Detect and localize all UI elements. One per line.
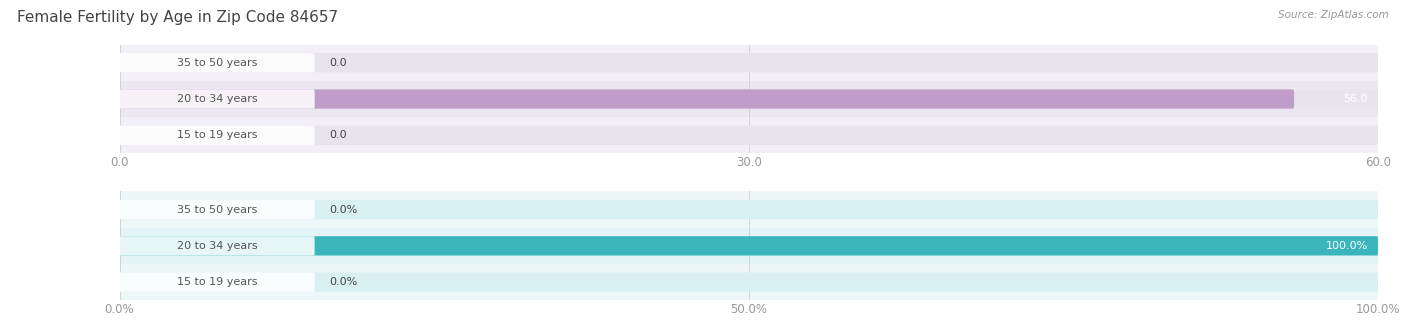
FancyBboxPatch shape — [120, 236, 315, 255]
FancyBboxPatch shape — [120, 126, 1378, 145]
Text: 56.0: 56.0 — [1343, 94, 1368, 104]
FancyBboxPatch shape — [120, 273, 1378, 292]
FancyBboxPatch shape — [120, 200, 315, 219]
FancyBboxPatch shape — [120, 126, 315, 145]
Bar — [120, 117, 1378, 153]
FancyBboxPatch shape — [120, 273, 315, 292]
Text: 35 to 50 years: 35 to 50 years — [177, 58, 257, 68]
Text: Source: ZipAtlas.com: Source: ZipAtlas.com — [1278, 10, 1389, 20]
Text: 15 to 19 years: 15 to 19 years — [177, 277, 257, 287]
Text: 0.0%: 0.0% — [329, 277, 359, 287]
Bar — [120, 228, 1378, 264]
FancyBboxPatch shape — [120, 89, 1294, 109]
Text: 0.0%: 0.0% — [329, 205, 359, 214]
Text: 100.0%: 100.0% — [1326, 241, 1368, 251]
FancyBboxPatch shape — [120, 236, 1378, 255]
FancyBboxPatch shape — [120, 53, 1378, 72]
Bar — [120, 45, 1378, 81]
Text: 15 to 19 years: 15 to 19 years — [177, 130, 257, 140]
FancyBboxPatch shape — [120, 89, 1378, 109]
Bar — [120, 81, 1378, 117]
FancyBboxPatch shape — [120, 53, 315, 72]
FancyBboxPatch shape — [120, 200, 1378, 219]
Text: 20 to 34 years: 20 to 34 years — [177, 94, 257, 104]
FancyBboxPatch shape — [120, 236, 1378, 255]
Text: Female Fertility by Age in Zip Code 84657: Female Fertility by Age in Zip Code 8465… — [17, 10, 337, 25]
FancyBboxPatch shape — [120, 89, 315, 109]
Text: 20 to 34 years: 20 to 34 years — [177, 241, 257, 251]
Text: 35 to 50 years: 35 to 50 years — [177, 205, 257, 214]
Text: 0.0: 0.0 — [329, 58, 347, 68]
Text: 0.0: 0.0 — [329, 130, 347, 140]
Bar — [120, 264, 1378, 300]
Bar — [120, 191, 1378, 228]
